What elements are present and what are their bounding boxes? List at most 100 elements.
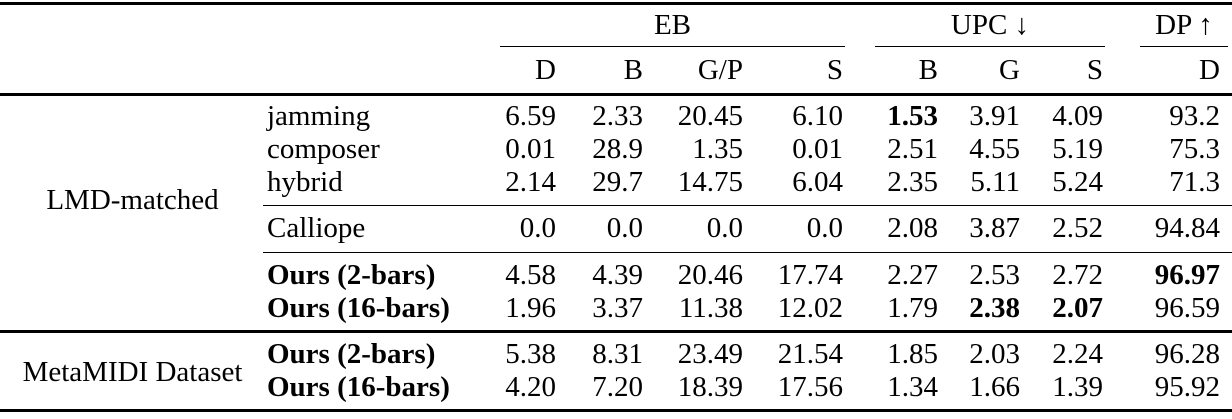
col-group-dp-label: DP ↑: [1155, 9, 1213, 41]
table-row-ours-2bars-mmd: Ours (2-bars) 5.38 8.31 23.49 21.54 1.85…: [0, 338, 1232, 371]
cell-eb-d: 0.0: [519, 212, 556, 244]
cell-eb-s: 0.0: [806, 212, 843, 244]
cell-upc-g: 3.91: [969, 99, 1020, 132]
subheader-upc-b: B: [918, 53, 938, 86]
cell-eb-gp: 20.45: [677, 99, 743, 132]
subheader-row: D B G/P S B G S D: [0, 47, 1232, 93]
cell-upc-b: 2.51: [887, 132, 938, 165]
cell-upc-g: 2.53: [969, 259, 1020, 291]
upc-underline: UPC ↓: [875, 5, 1105, 47]
cell-upc-b: 1.79: [887, 292, 938, 324]
header-rule: [0, 93, 1232, 96]
cell-eb-s: 6.04: [792, 165, 843, 198]
cell-eb-d: 5.38: [505, 338, 556, 370]
cell-eb-gp: 18.39: [677, 371, 743, 403]
cell-eb-b: 28.9: [592, 132, 643, 165]
table-row-calliope: Calliope 0.0 0.0 0.0 0.0 2.08 3.87 2.52 …: [0, 212, 1232, 245]
table-row-hybrid: hybrid 2.14 29.7 14.75 6.04 2.35 5.11 5.…: [0, 166, 1232, 199]
col-group-eb-label: EB: [653, 9, 692, 41]
cell-upc-b: 2.27: [887, 259, 938, 291]
cell-eb-s: 21.54: [777, 338, 843, 370]
cell-eb-b: 0.0: [606, 212, 643, 244]
cell-upc-s: 1.39: [1052, 371, 1103, 403]
group-header-row: EB UPC ↓ DP ↑: [0, 5, 1232, 47]
cell-dp-d: 94.84: [1154, 212, 1220, 244]
model-label: hybrid: [267, 165, 343, 198]
cell-upc-g: 3.87: [969, 212, 1020, 244]
cell-upc-b: 1.85: [887, 338, 938, 370]
dataset-label-lmd-matched: LMD-matched: [46, 184, 219, 216]
cell-eb-d: 4.20: [505, 371, 556, 403]
cell-eb-d: 6.59: [505, 99, 556, 132]
cell-eb-b: 3.37: [592, 292, 643, 324]
dp-underline: DP ↑: [1140, 5, 1228, 47]
model-label: Ours (2-bars): [267, 259, 436, 291]
cell-dp-d: 96.97: [1154, 259, 1220, 291]
cell-dp-d: 96.59: [1154, 292, 1220, 324]
cell-eb-gp: 11.38: [678, 292, 743, 324]
model-label: Ours (2-bars): [267, 338, 436, 370]
cell-upc-s: 2.07: [1052, 292, 1103, 324]
cell-eb-b: 4.39: [592, 259, 643, 291]
model-label: Ours (16-bars): [267, 292, 450, 324]
table-row-jamming: jamming 6.59 2.33 20.45 6.10 1.53 3.91 4…: [0, 100, 1232, 133]
cell-eb-gp: 23.49: [677, 338, 743, 370]
cell-upc-g: 5.11: [970, 165, 1020, 198]
cell-upc-b: 2.35: [887, 165, 938, 198]
subheader-eb-s: S: [826, 53, 843, 86]
col-group-eb: EB: [500, 5, 845, 47]
cell-upc-s: 2.72: [1052, 259, 1103, 291]
cell-upc-s: 5.19: [1052, 132, 1103, 165]
subheader-dp-d: D: [1199, 53, 1220, 86]
cell-eb-d: 2.14: [505, 165, 556, 198]
col-group-upc: UPC ↓: [845, 5, 1105, 47]
bottom-rule: [0, 408, 1232, 412]
cell-upc-g: 4.55: [969, 132, 1020, 165]
cell-upc-s: 2.52: [1052, 212, 1103, 244]
model-label: jamming: [267, 99, 371, 132]
cell-upc-s: 5.24: [1052, 165, 1103, 198]
cell-eb-gp: 1.35: [692, 132, 743, 165]
model-label: Calliope: [267, 212, 366, 244]
cell-eb-d: 1.96: [505, 292, 556, 324]
cell-eb-b: 2.33: [592, 99, 643, 132]
cell-upc-g: 2.03: [969, 338, 1020, 370]
top-rule: [0, 2, 1232, 5]
cell-eb-gp: 0.0: [706, 212, 743, 244]
table-row-ours-16bars-mmd: Ours (16-bars) 4.20 7.20 18.39 17.56 1.3…: [0, 371, 1232, 404]
cell-eb-s: 0.01: [792, 132, 843, 165]
table-row-ours-16bars-lmd: Ours (16-bars) 1.96 3.37 11.38 12.02 1.7…: [0, 292, 1232, 325]
cell-eb-gp: 14.75: [677, 165, 743, 198]
subheader-eb-gp: G/P: [697, 53, 743, 86]
cell-eb-s: 6.10: [792, 99, 843, 132]
cell-upc-b: 1.53: [887, 99, 938, 132]
subheader-upc-g: G: [999, 53, 1020, 86]
cell-eb-d: 0.01: [505, 132, 556, 165]
divider-rule-baselines-calliope: [263, 204, 1232, 206]
cell-eb-s: 17.56: [777, 371, 843, 403]
cell-dp-d: 95.92: [1154, 371, 1220, 403]
cell-eb-b: 8.31: [592, 338, 643, 370]
cell-eb-b: 7.20: [592, 371, 643, 403]
cell-eb-b: 29.7: [592, 165, 643, 198]
cell-eb-s: 17.74: [777, 259, 843, 291]
col-group-upc-label: UPC ↓: [950, 9, 1030, 41]
cell-upc-s: 2.24: [1052, 338, 1103, 370]
model-label: composer: [267, 132, 380, 165]
cell-dp-d: 71.3: [1169, 165, 1220, 198]
model-label: Ours (16-bars): [267, 371, 450, 403]
subheader-upc-s: S: [1086, 53, 1103, 86]
cell-dp-d: 75.3: [1169, 132, 1220, 165]
cell-dp-d: 96.28: [1154, 338, 1220, 370]
cell-upc-b: 2.08: [887, 212, 938, 244]
cell-upc-s: 4.09: [1052, 99, 1103, 132]
cell-eb-s: 12.02: [777, 292, 843, 324]
cell-upc-b: 1.34: [887, 371, 938, 403]
dataset-label-metamidi: MetaMIDI Dataset: [22, 356, 243, 388]
cell-dp-d: 93.2: [1169, 99, 1220, 132]
divider-rule-calliope-ours: [263, 251, 1232, 253]
cell-eb-d: 4.58: [505, 259, 556, 291]
table-row-ours-2bars-lmd: Ours (2-bars) 4.58 4.39 20.46 17.74 2.27…: [0, 259, 1232, 292]
cell-eb-gp: 20.46: [677, 259, 743, 291]
